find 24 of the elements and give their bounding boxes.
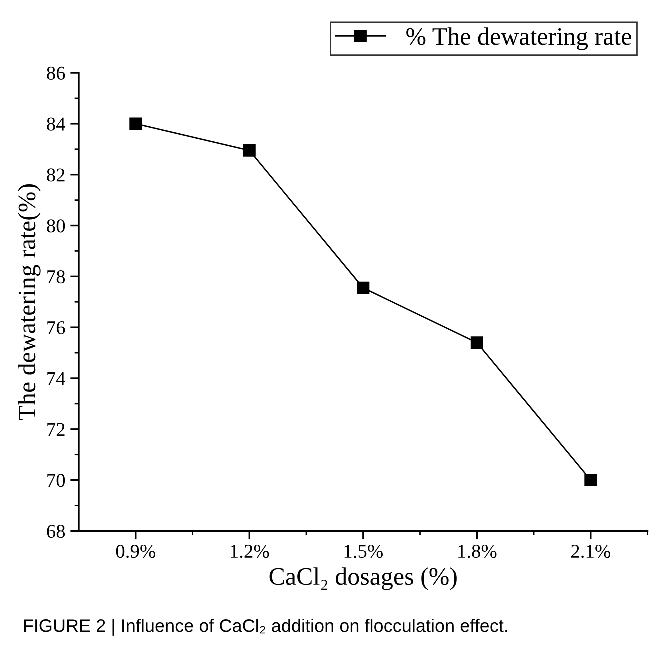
y-tick-label: 68 <box>47 525 66 538</box>
legend-label: % The dewatering rate <box>406 28 632 50</box>
y-tick-label: 82 <box>47 168 65 182</box>
y-tick-label: 80 <box>47 220 66 233</box>
y-tick-label: 72 <box>48 423 65 436</box>
x-tick-label: 1.2% <box>231 544 270 558</box>
point <box>243 144 256 157</box>
y-axis-title: The dewatering rate(%) <box>18 184 41 420</box>
y-tick-label: 78 <box>48 270 66 284</box>
point <box>357 282 370 294</box>
y-tick-label: 70 <box>48 474 66 488</box>
x-tick-label: 1.8% <box>458 544 497 558</box>
y-tick-label: 86 <box>47 66 66 80</box>
x-tick-label: 1.5% <box>344 544 383 558</box>
y-tick-label: 74 <box>48 372 66 386</box>
y-tick-label: 84 <box>47 118 66 131</box>
point <box>584 474 598 487</box>
point <box>130 118 142 130</box>
x-tick-label: 2.1% <box>572 544 610 558</box>
y-tick-label: 76 <box>48 321 66 335</box>
point <box>470 336 484 350</box>
caption: FIGURE 2 | Influence of CaCl₂ addition on flocculation effect. <box>24 619 508 636</box>
x-tick-label: 0.9% <box>116 544 156 558</box>
x-axis-title: CaCl₂ dosages (%) <box>270 568 457 590</box>
